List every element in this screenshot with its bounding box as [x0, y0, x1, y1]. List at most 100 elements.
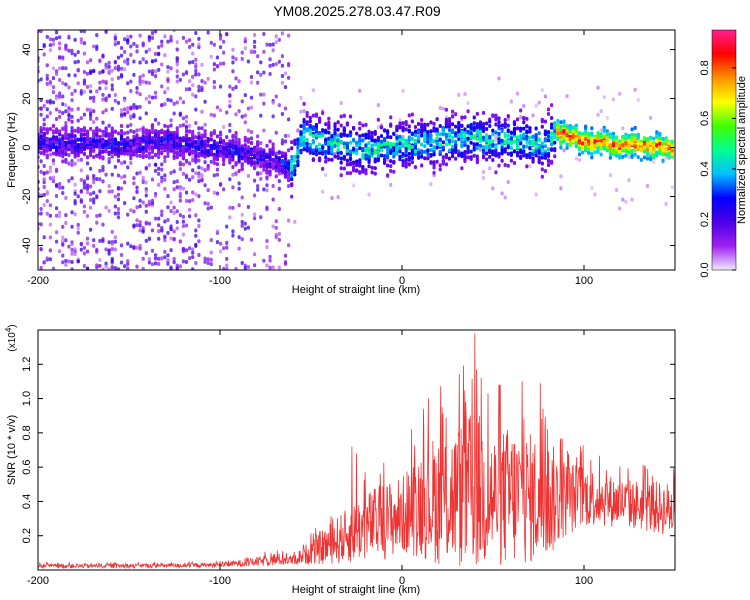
- spectrogram-cell: [175, 150, 179, 155]
- spectrogram-cell: [51, 179, 56, 184]
- spectrogram-cell: [70, 259, 74, 264]
- spectrogram-cell: [54, 107, 59, 112]
- spectrogram-cell: [169, 34, 173, 39]
- spectrogram-cell: [636, 155, 640, 160]
- spectrogram-cell: [351, 126, 356, 131]
- spectrogram-cell: [568, 137, 572, 142]
- spectrogram-cell: [178, 186, 182, 191]
- spectrogram-cell: [58, 94, 62, 99]
- spectrogram-cell: [153, 145, 158, 150]
- spectrogram-cell: [336, 154, 340, 159]
- spectrogram-cell: [519, 141, 523, 146]
- spectrogram-cell: [172, 133, 176, 138]
- spectrogram-cell: [61, 224, 65, 229]
- spectrogram-cell: [58, 91, 62, 96]
- spectrogram-cell: [234, 76, 238, 81]
- spectrogram-cell: [126, 241, 130, 246]
- spectrogram-cell: [364, 168, 368, 173]
- spectrogram-cell: [584, 130, 588, 135]
- spectrogram-cell: [237, 181, 241, 186]
- spectrogram-cell: [305, 141, 309, 146]
- spectrogram-cell: [376, 103, 380, 108]
- spectrogram-cell: [649, 157, 653, 162]
- spectrogram-cell: [410, 136, 414, 141]
- spectrogram-cell: [624, 132, 628, 137]
- spectrogram-cell: [51, 129, 56, 134]
- spectrogram-cell: [166, 145, 170, 150]
- spectrogram-cell: [73, 134, 77, 139]
- spectrogram-cell: [429, 120, 433, 125]
- spectrogram-cell: [92, 200, 96, 205]
- spectrogram-cell: [503, 195, 507, 200]
- spectrogram-cell: [215, 229, 220, 234]
- spectrogram-cell: [88, 126, 93, 131]
- spectrogram-cell: [256, 54, 260, 59]
- spectrogram-cell: [429, 160, 433, 165]
- spectrogram-cell: [54, 36, 59, 41]
- spectrogram-cell: [42, 138, 46, 143]
- spectrogram-cell: [488, 135, 492, 140]
- spectrogram-cell: [274, 40, 278, 45]
- spectrogram-cell: [543, 119, 548, 124]
- spectrogram-cell: [401, 159, 405, 164]
- spectrogram-cell: [621, 154, 625, 159]
- spectrogram-cell: [194, 171, 198, 176]
- spectrogram-cell: [503, 122, 507, 127]
- spectrogram-cell: [249, 158, 254, 163]
- spectrogram-cell: [358, 170, 362, 175]
- spectrogram-cell: [305, 138, 309, 143]
- spectrogram-cell: [231, 145, 235, 150]
- spectrogram-cell: [132, 114, 136, 119]
- spectrogram-cell: [104, 133, 108, 138]
- spectrogram-cell: [633, 87, 637, 92]
- spectrogram-cell: [194, 192, 198, 197]
- spectrogram-cell: [123, 112, 127, 117]
- spectrogram-cell: [172, 111, 176, 116]
- spectrogram-cell: [305, 110, 309, 115]
- spectrogram-cell: [268, 139, 272, 144]
- spectrogram-cell: [222, 162, 226, 167]
- spectrogram-cell: [358, 163, 362, 168]
- spectrogram-cell: [79, 157, 83, 162]
- spectrogram-cell: [54, 168, 59, 173]
- spectrogram-cell: [351, 165, 356, 170]
- spectrogram-cell: [178, 239, 182, 244]
- spectrogram-cell: [82, 81, 87, 86]
- spectrogram-cell: [188, 207, 192, 212]
- spectrogram-cell: [314, 124, 319, 129]
- spectrogram-cell: [212, 67, 216, 72]
- spectrogram-cell: [113, 146, 117, 151]
- spectrogram-cell: [172, 101, 176, 106]
- spectrogram-cell: [82, 146, 87, 151]
- spectrogram-cell: [209, 137, 213, 142]
- spectrogram-cell: [73, 128, 77, 133]
- spectrogram-cell: [348, 140, 353, 145]
- spectrogram-cell: [351, 161, 356, 166]
- spectrogram-cell: [113, 151, 117, 156]
- spectrogram-cell: [157, 155, 161, 160]
- spectrogram-cell: [218, 36, 223, 41]
- spectrogram-cell: [119, 161, 124, 166]
- spectrogram-cell: [163, 234, 167, 239]
- spectrogram-cell: [420, 118, 424, 123]
- spectrogram-cell: [231, 229, 235, 234]
- spectrogram-cell: [135, 264, 139, 269]
- spectrogram-cell: [45, 73, 49, 78]
- spectrogram-cell: [364, 135, 368, 140]
- spectrogram-cell: [246, 153, 250, 158]
- spectrogram-cell: [463, 134, 467, 139]
- spectrogram-cell: [107, 267, 111, 270]
- spectrogram-cell: [503, 162, 507, 167]
- spectrogram-cell: [351, 168, 356, 173]
- spectrogram-cell: [172, 180, 176, 185]
- spectrogram-cell: [64, 45, 68, 50]
- spectrogram-cell: [107, 240, 111, 245]
- spectrogram-cell: [181, 232, 186, 237]
- spectrogram-cell: [67, 73, 71, 78]
- spectrogram-cell: [42, 163, 46, 168]
- spectrogram-cell: [51, 37, 56, 42]
- spectrogram-cell: [562, 134, 566, 139]
- spectrogram-cell: [98, 213, 102, 218]
- spectrogram-cell: [144, 60, 148, 65]
